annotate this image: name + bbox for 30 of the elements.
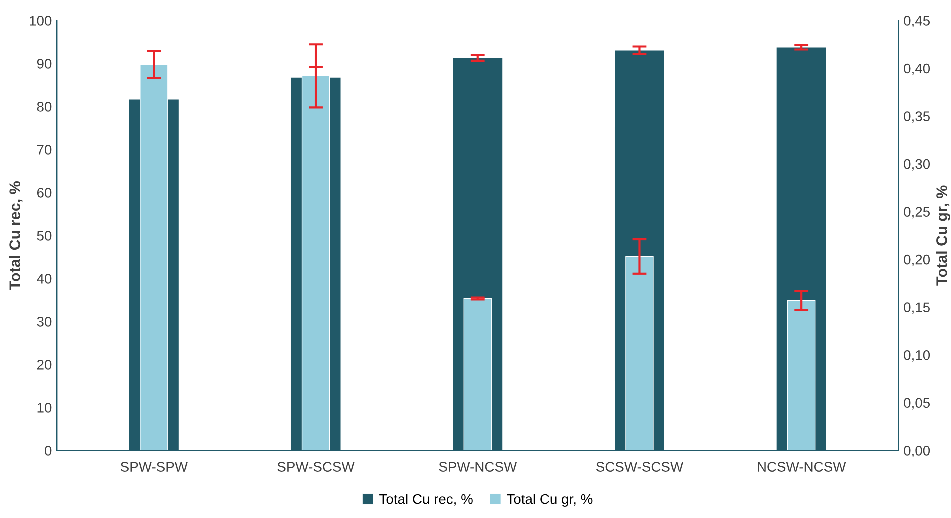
y2-tick-label: 0,45 [904, 16, 930, 28]
y2-tick-label: 0,05 [904, 398, 930, 410]
y-tick-label: 30 [37, 317, 52, 327]
y-tick-label: 90 [37, 59, 52, 69]
legend-label: Total Cu rec, % [380, 494, 473, 506]
y-tick-label: 70 [37, 145, 52, 155]
y2-tick-label: 0,30 [904, 159, 930, 171]
y2-tick-label: 0,40 [904, 64, 930, 76]
y2-tick-label: 0,00 [904, 446, 930, 458]
y-axis-title: Total Cu rec, % [9, 181, 23, 290]
y-tick-label: 60 [37, 188, 52, 198]
x-tick-label: SPW-SPW [120, 462, 188, 472]
y-tick-label: 0 [45, 446, 52, 456]
legend-label: Total Cu gr, % [507, 494, 593, 507]
x-tick-label: SCSW-SCSW [596, 462, 684, 472]
y-tick-label: 100 [30, 16, 52, 26]
y2-tick-label: 0,10 [904, 350, 930, 362]
y2-tick-label: 0,15 [904, 302, 930, 314]
y2-tick-label: 0,20 [904, 254, 930, 266]
y-tick-label: 20 [37, 360, 52, 370]
x-tick-label: SPW-SCSW [278, 462, 355, 472]
y2-tick-label: 0,25 [904, 207, 930, 219]
y-tick-label: 40 [37, 274, 52, 284]
y2-tick-label: 0,35 [904, 112, 930, 124]
y2-axis-title: Total Cu gr, % [936, 186, 950, 286]
y-tick-label: 10 [38, 403, 52, 413]
y-tick-label: 80 [37, 102, 52, 112]
x-tick-label: NCSW-NCSW [758, 462, 846, 472]
y-tick-label: 50 [37, 231, 52, 241]
x-tick-label: SPW-NCSW [439, 462, 518, 472]
